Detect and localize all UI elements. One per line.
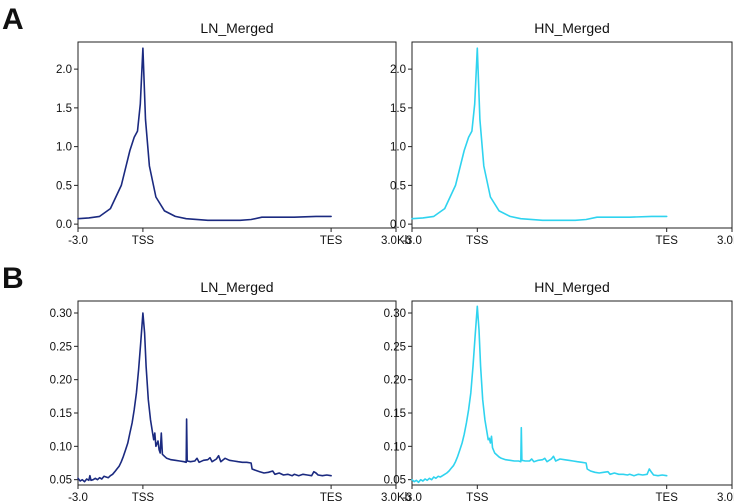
plot-title-b-hn: HN_Merged — [534, 279, 609, 295]
y-tick-label: 1.0 — [390, 142, 406, 154]
y-tick-label: 0.05 — [50, 475, 72, 487]
x-tick-label: TSS — [466, 492, 489, 503]
y-tick-label: 0.20 — [384, 375, 406, 387]
plot-a-hn: HN_Merged 0.0 0.5 1.0 1.5 2.0 -3.0 TSS TES 3.0Kb — [390, 20, 734, 247]
y-tick-label: 1.5 — [56, 103, 72, 115]
y-tick-label: 2.0 — [56, 64, 72, 76]
series-line-b-ln — [77, 312, 332, 483]
plot-frame-b-ln — [77, 300, 397, 486]
plot-title-a-ln: LN_Merged — [200, 20, 273, 36]
y-tick-label: 0.25 — [384, 341, 406, 353]
y-tick-label: 0.20 — [50, 375, 72, 387]
plot-frame-b-hn — [411, 300, 733, 486]
plot-frame-a-hn — [411, 41, 733, 229]
x-tick-label: TSS — [466, 235, 489, 247]
y-tick-label: 0.5 — [56, 180, 72, 192]
y-tick-label: 0.15 — [50, 408, 72, 420]
x-tick-label: TES — [656, 492, 679, 503]
y-tick-label: 2.0 — [390, 64, 406, 76]
y-tick-label: 0.10 — [50, 441, 72, 453]
plot-title-b-ln: LN_Merged — [200, 279, 273, 295]
y-tick-label: 0.0 — [56, 219, 72, 231]
y-tick-label: 0.15 — [384, 408, 406, 420]
series-line-a-hn — [411, 47, 668, 222]
x-tick-label: 3.0Kb — [717, 492, 734, 503]
y-tick-label: 0.25 — [50, 341, 72, 353]
series-line-a-ln — [77, 47, 332, 222]
y-tick-label: 0.05 — [384, 475, 406, 487]
panel-letter-b: B — [2, 262, 24, 295]
x-tick-label: -3.0 — [402, 492, 422, 503]
x-tick-label: 3.0Kb — [381, 492, 411, 503]
plot-b-hn: HN_Merged 0.05 0.10 0.15 0.20 0.25 0.30 -3.0 TSS… — [384, 279, 734, 503]
x-tick-label: 3.0Kb — [717, 235, 734, 247]
y-tick-label: 0.10 — [384, 441, 406, 453]
panel-letter-a: A — [2, 3, 24, 36]
plot-title-a-hn: HN_Merged — [534, 20, 609, 36]
y-tick-label: 0.5 — [390, 180, 406, 192]
x-tick-label: -3.0 — [68, 492, 88, 503]
plot-frame-a-ln — [77, 41, 397, 229]
y-tick-label: 1.0 — [56, 142, 72, 154]
x-tick-label: TES — [656, 235, 679, 247]
x-tick-label: TSS — [132, 492, 155, 503]
x-tick-label: TES — [320, 235, 343, 247]
y-tick-label: 0.30 — [50, 308, 72, 320]
plot-a-ln: LN_Merged 0.0 0.5 1.0 1.5 2.0 -3.0 TSS TES 3.0Kb — [56, 20, 411, 247]
x-tick-label: TSS — [132, 235, 155, 247]
y-tick-label: 1.5 — [390, 103, 406, 115]
y-tick-label: 0.0 — [390, 219, 406, 231]
y-tick-label: 0.30 — [384, 308, 406, 320]
x-tick-label: -3.0 — [402, 235, 422, 247]
x-tick-label: 3.0Kb — [381, 235, 411, 247]
x-tick-label: TES — [320, 492, 343, 503]
x-tick-label: -3.0 — [68, 235, 88, 247]
plot-b-ln: LN_Merged 0.05 0.10 0.15 0.20 0.25 0.30 -3.0 TSS… — [50, 279, 411, 503]
series-line-b-hn — [411, 305, 668, 484]
